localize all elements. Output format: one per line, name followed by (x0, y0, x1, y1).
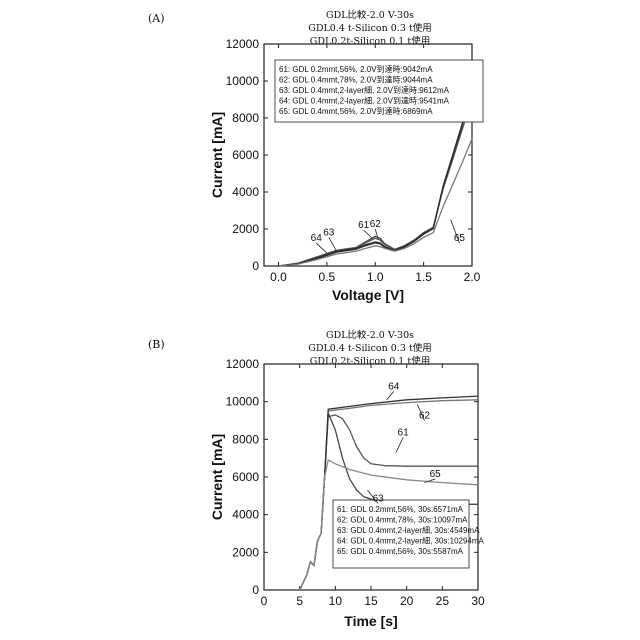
chart-a-xtick-label: 0.5 (319, 270, 336, 284)
chart-b-ytick-label: 8000 (232, 432, 259, 446)
chart-a-ylabel: Current [mA] (209, 112, 225, 198)
chart-a-callout-leader (329, 237, 337, 251)
chart-b-xtick-label: 20 (400, 594, 414, 608)
chart-b: 0 2000 4000 6000 8000 10000 12000 0 5 10 15 20 25 30 T… (209, 357, 485, 629)
chart-a-ytick-label: 10000 (226, 74, 260, 88)
chart-a-ytick-label: 0 (252, 259, 259, 273)
chart-b-callout-label: 62 (419, 411, 431, 422)
chart-a-ytick-label: 8000 (232, 111, 259, 125)
chart-a-series-62 (279, 99, 473, 266)
chart-a-ytick-label: 6000 (232, 148, 259, 162)
chart-b-callout-label: 65 (430, 469, 442, 480)
chart-a-legend-entry: 65: GDL 0.4mmt,56%, 2.0V到達時:6869mA (279, 106, 433, 116)
chart-b-legend-entry: 63: GDL 0.4mmt,2-layer細, 30s:4549mA (337, 525, 480, 535)
chart-a-callout-leader (364, 230, 373, 238)
chart-a: 0 2000 4000 6000 8000 10000 12000 0.0 0.5 1.0 1.5 2… (209, 37, 483, 303)
chart-b-ytick-label: 0 (252, 583, 259, 597)
chart-a-series-61 (279, 99, 473, 266)
chart-a-ytick-label: 12000 (226, 37, 260, 51)
chart-a-callout-label: 61 (358, 220, 370, 231)
chart-b-legend-entry: 64: GDL 0.4mmt,2-layer細, 30s:10294mA (337, 536, 485, 546)
chart-b-callout-label: 64 (388, 381, 400, 392)
chart-b-ytick-label: 10000 (226, 395, 260, 409)
chart-a-callout-leader (375, 229, 378, 239)
chart-b-xtick-label: 5 (296, 594, 303, 608)
chart-a-callout-label: 64 (311, 233, 323, 244)
chart-a-ytick-label: 2000 (232, 222, 259, 236)
chart-b-ytick-label: 2000 (232, 545, 259, 559)
chart-a-callout-label: 65 (454, 233, 466, 244)
chart-a-xtick-label: 1.0 (367, 270, 384, 284)
chart-a-xlabel: Voltage [V] (332, 287, 404, 303)
chart-b-xtick-label: 0 (261, 594, 268, 608)
chart-b-callout-label: 63 (373, 493, 385, 504)
chart-b-legend-entry: 62: GDL 0.4mmt,78%, 30s:10097mA (337, 516, 468, 525)
chart-b-ytick-label: 4000 (232, 508, 259, 522)
chart-b-callout-label: 61 (398, 428, 410, 439)
chart-a-xtick-label: 0.0 (270, 270, 287, 284)
chart-a-callout-label: 63 (323, 227, 335, 238)
chart-b-xtick-label: 25 (436, 594, 450, 608)
chart-b-legend-entry: 61: GDL 0.2mmt,56%, 30s:6571mA (337, 505, 464, 514)
chart-a-legend-entry: 63: GDL 0.4mmt,2-layer細, 2.0V到達時:9612mA (279, 85, 450, 95)
chart-a-xtick-label: 2.0 (464, 270, 481, 284)
chart-a-callout-leader (316, 243, 327, 253)
chart-a-callout-label: 62 (370, 219, 382, 230)
chart-a-ytick-label: 4000 (232, 185, 259, 199)
chart-b-ytick-label: 6000 (232, 470, 259, 484)
chart-b-xtick-label: 15 (364, 594, 378, 608)
chart-b-legend-entry: 65: GDL 0.4mmt,56%, 30s:5587mA (337, 547, 464, 556)
chart-b-callout-leader (396, 438, 403, 453)
chart-b-ylabel: Current [mA] (209, 434, 225, 520)
chart-b-ytick-label: 12000 (226, 357, 260, 371)
chart-b-xtick-label: 30 (471, 594, 485, 608)
chart-a-legend-entry: 62: GDL 0.4mmt,78%, 2.0V到達時:9044mA (279, 75, 433, 85)
chart-b-xtick-label: 10 (329, 594, 343, 608)
chart-a-series-65 (279, 139, 473, 266)
chart-a-xtick-label: 1.5 (415, 270, 432, 284)
chart-b-callout-leader (387, 391, 394, 399)
chart-b-xlabel: Time [s] (344, 613, 397, 629)
chart-a-legend-entry: 64: GDL 0.4mmt,2-layer細, 2.0V到達時:9541mA (279, 96, 450, 106)
chart-a-legend-entry: 61: GDL 0.2mmt,56%, 2.0V到達時:9042mA (279, 64, 433, 74)
